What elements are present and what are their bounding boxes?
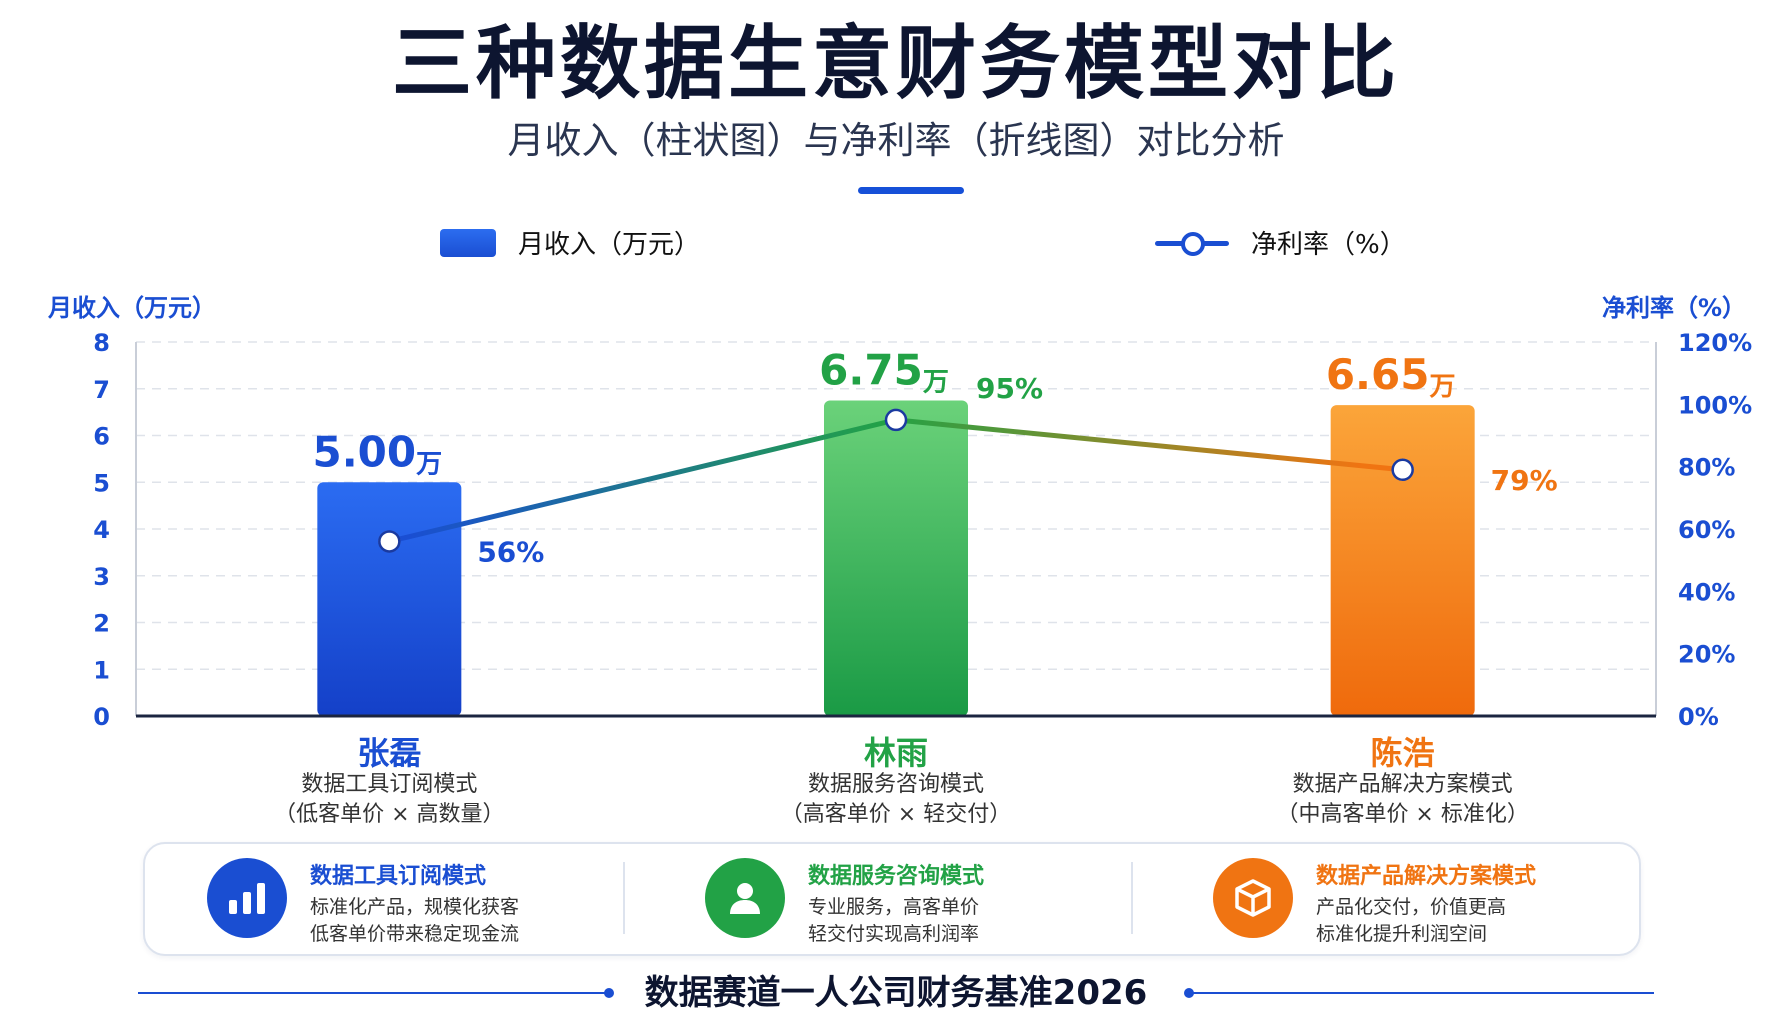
info-card-line1: 专业服务，高客单价: [808, 896, 980, 918]
info-panel: 数据工具订阅模式 标准化产品，规模化获客 低客单价带来稳定现金流 数据服务咨询模…: [143, 842, 1641, 956]
category-desc-line1: 数据工具订阅模式: [301, 772, 478, 797]
left-tick-label: 2: [93, 610, 110, 638]
category-desc-line1: 数据产品解决方案模式: [1292, 772, 1513, 797]
info-card-line1: 标准化产品，规模化获客: [310, 896, 520, 918]
category-desc-line2: （低客单价 × 高数量）: [274, 802, 505, 827]
info-card-title: 数据服务咨询模式: [808, 864, 985, 889]
legend-revenue-label: 月收入（万元）: [518, 230, 701, 260]
footer-dot-left: [604, 988, 614, 998]
category-description: 数据产品解决方案模式 （中高客单价 × 标准化）: [1223, 770, 1583, 830]
category-desc-line2: （中高客单价 × 标准化）: [1276, 802, 1529, 827]
cube-icon: [1213, 858, 1293, 938]
right-tick-label: 0%: [1678, 703, 1719, 731]
legend-line-swatch: [1155, 229, 1229, 257]
page-subtitle: 月收入（柱状图）与净利率（折线图）对比分析: [507, 119, 1285, 162]
revenue-bar: [317, 482, 462, 716]
left-tick-label: 1: [93, 656, 110, 684]
category-name: 陈浩: [1370, 734, 1435, 772]
legend-margin-label: 净利率（%）: [1251, 230, 1406, 260]
right-tick-label: 80%: [1678, 454, 1735, 482]
right-tick-label: 120%: [1678, 329, 1752, 357]
left-tick-label: 7: [93, 376, 110, 404]
footer-text: 数据赛道一人公司财务基准2026: [644, 973, 1148, 1013]
revenue-value-label: 6.75万: [819, 345, 949, 397]
info-card-title: 数据工具订阅模式: [310, 864, 487, 889]
revenue-bar: [824, 400, 968, 716]
right-tick-label: 100%: [1678, 391, 1752, 419]
left-tick-label: 3: [93, 563, 110, 591]
data-labels: 5.00万 6.75万 6.65万 56% 95% 79%: [313, 345, 1558, 568]
legend-margin: 净利率（%）: [1155, 224, 1406, 261]
margin-point: [1391, 458, 1414, 482]
footer-rule-right: [1190, 992, 1654, 994]
info-card-tool: 数据工具订阅模式 标准化产品，规模化获客 低客单价带来稳定现金流: [207, 844, 627, 954]
revenue-value-label: 6.65万: [1326, 350, 1456, 402]
margin-point: [378, 530, 401, 553]
footer-rule-left: [138, 992, 608, 994]
margin-value-label: 95%: [976, 372, 1043, 405]
category-description: 数据工具订阅模式 （低客单价 × 高数量）: [209, 770, 569, 830]
right-tick-label: 20%: [1678, 641, 1735, 669]
right-axis-title: 净利率（%）: [1601, 294, 1746, 322]
left-tick-label: 0: [93, 703, 110, 731]
right-tick-label: 60%: [1678, 516, 1735, 544]
category-name: 张磊: [357, 734, 422, 772]
revenue-bar: [1330, 405, 1475, 716]
info-card-title: 数据产品解决方案模式: [1316, 864, 1537, 889]
info-card-line2: 低客单价带来稳定现金流: [310, 923, 520, 945]
legend-bar-swatch: [440, 228, 496, 257]
bars: [317, 400, 1475, 716]
left-tick-label: 6: [93, 423, 110, 451]
title-underline: [858, 187, 964, 194]
left-tick-label: 5: [93, 469, 110, 497]
category-name: 林雨: [863, 734, 928, 772]
category-description: 数据服务咨询模式 （高客单价 × 轻交付）: [716, 770, 1076, 830]
card-divider: [1131, 862, 1133, 934]
info-card-service: 数据服务咨询模式 专业服务，高客单价 轻交付实现高利润率: [705, 844, 1125, 954]
bar-chart-icon: [207, 858, 287, 938]
card-divider: [623, 862, 625, 934]
margin-point: [884, 408, 908, 432]
legend-revenue: 月收入（万元）: [440, 224, 700, 261]
left-axis-title: 月收入（万元）: [48, 294, 216, 322]
margin-line: [378, 408, 1414, 553]
margin-value-label: 79%: [1491, 464, 1558, 497]
left-tick-label: 8: [93, 329, 110, 357]
info-card-line1: 产品化交付，价值更高: [1316, 896, 1507, 918]
user-icon: [705, 858, 785, 938]
footer-dot-right: [1184, 988, 1194, 998]
right-tick-label: 40%: [1678, 578, 1735, 606]
margin-value-label: 56%: [477, 535, 544, 568]
info-card-line2: 轻交付实现高利润率: [808, 923, 980, 945]
page-title: 三种数据生意财务模型对比: [392, 17, 1400, 110]
info-card-line2: 标准化提升利润空间: [1316, 923, 1488, 945]
revenue-value-label: 5.00万: [313, 427, 443, 479]
info-card-product: 数据产品解决方案模式 产品化交付，价值更高 标准化提升利润空间: [1213, 844, 1633, 954]
left-tick-label: 4: [93, 516, 110, 544]
category-desc-line2: （高客单价 × 轻交付）: [780, 802, 1012, 827]
category-desc-line1: 数据服务咨询模式: [807, 772, 984, 797]
